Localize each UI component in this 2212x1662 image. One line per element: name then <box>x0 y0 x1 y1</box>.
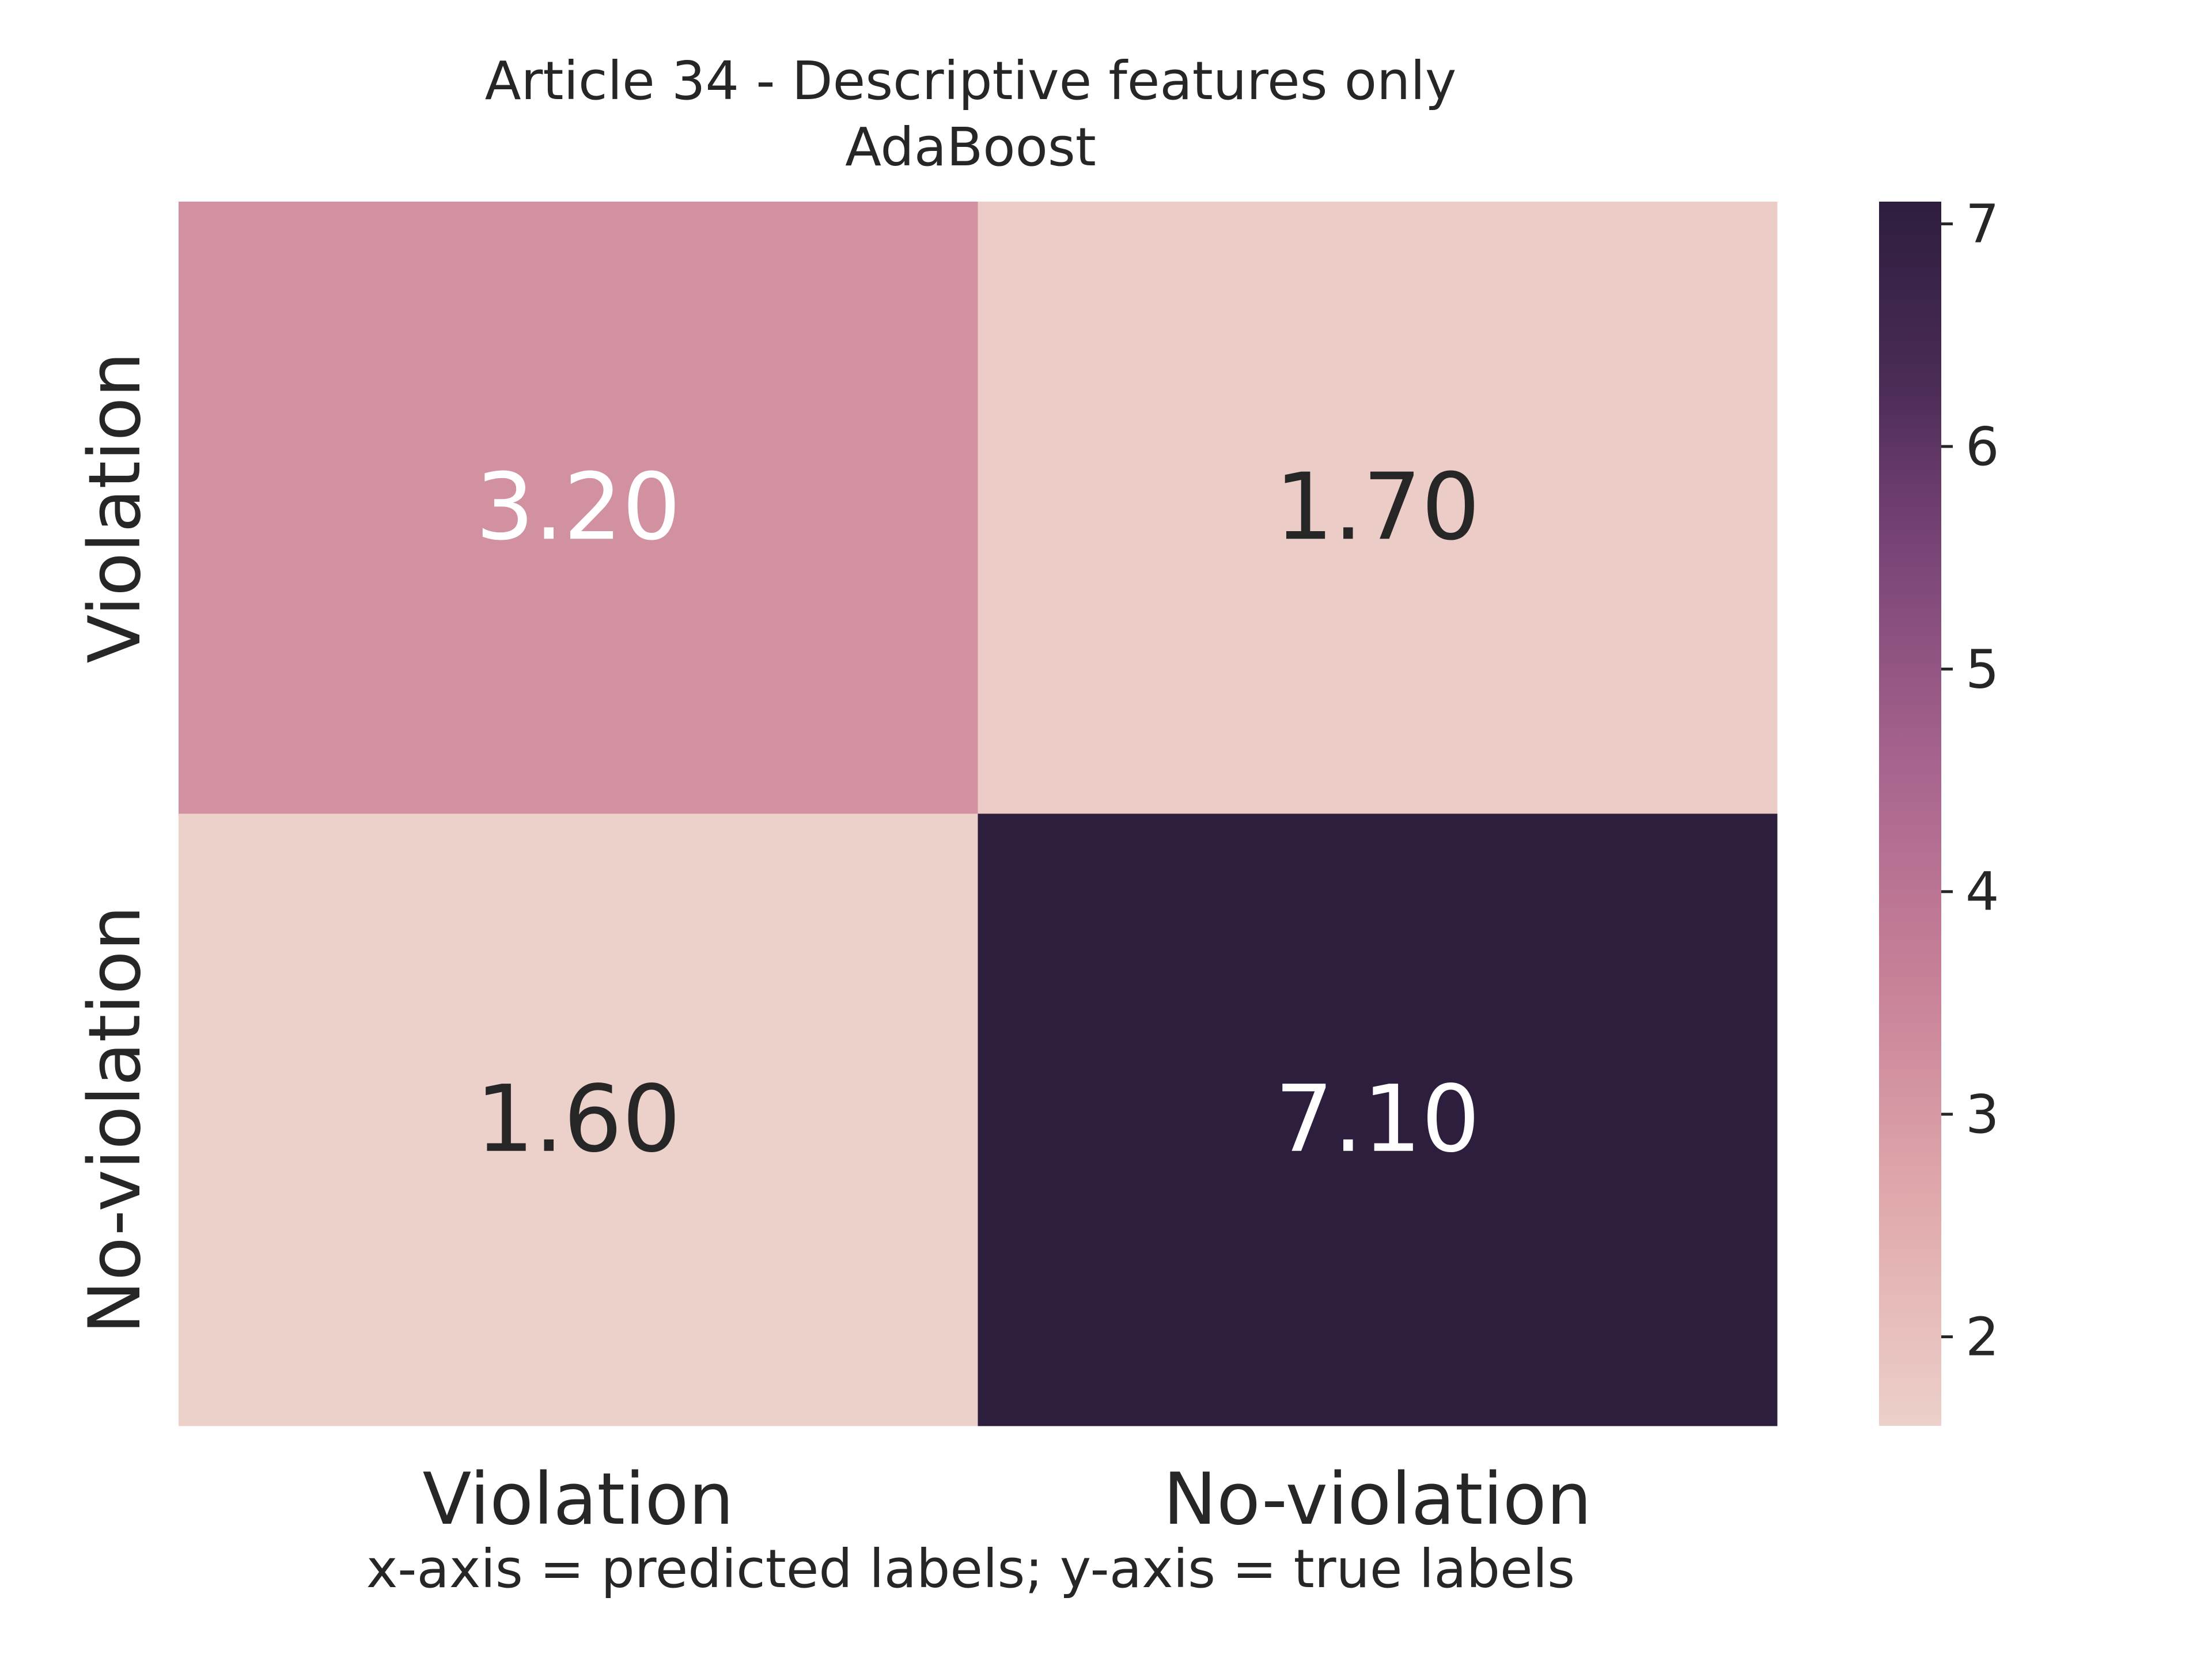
y-tick-labels: Violation No-violation <box>74 352 157 1334</box>
heatmap-cell <box>978 813 1778 1426</box>
chart-subtitle: AdaBoost <box>845 116 1096 178</box>
cell-value-label: 3.20 <box>476 453 681 561</box>
colorbar-tick-label: 2 <box>1965 1306 1999 1368</box>
cell-value-label: 7.10 <box>1275 1065 1480 1173</box>
x-tick-label: Violation <box>423 1458 734 1541</box>
x-axis-label: x-axis = predicted labels; y-axis = true… <box>366 1538 1575 1600</box>
cell-value-label: 1.60 <box>476 1065 681 1173</box>
heatmap-cell <box>179 202 978 814</box>
heatmap-cells: 3.20 1.70 1.60 7.10 <box>179 202 1778 1426</box>
colorbar-tick-label: 3 <box>1965 1084 1999 1145</box>
x-tick-label: No-violation <box>1163 1458 1592 1541</box>
colorbar-gradient <box>1879 202 1941 1426</box>
colorbar-tick-label: 6 <box>1965 416 1999 478</box>
colorbar-tick-label: 5 <box>1965 638 1999 700</box>
colorbar: 2 3 4 5 6 7 <box>1879 194 1999 1426</box>
y-tick-label: Violation <box>74 352 157 663</box>
chart-title: Article 34 - Descriptive features only <box>485 50 1457 112</box>
heatmap-cell <box>978 202 1778 814</box>
y-tick-label: No-violation <box>74 906 157 1334</box>
heatmap-cell <box>179 813 978 1426</box>
cell-value-label: 1.70 <box>1275 453 1480 561</box>
x-tick-labels: Violation No-violation <box>423 1458 1592 1541</box>
colorbar-tick-label: 4 <box>1965 861 1999 923</box>
colorbar-tick-label: 7 <box>1965 194 1999 255</box>
